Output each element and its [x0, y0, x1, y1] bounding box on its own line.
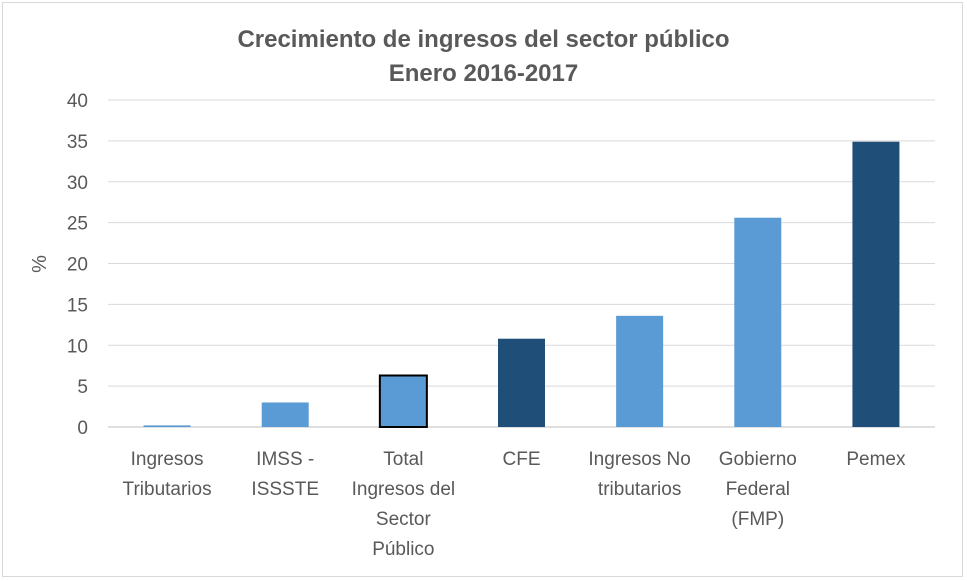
x-tick-label: Tributarios	[123, 479, 212, 500]
bar	[143, 425, 191, 427]
x-tick-label: Pemex	[846, 449, 906, 470]
y-tick-label: 25	[67, 214, 88, 235]
y-axis-label: %	[29, 255, 51, 273]
bar	[498, 338, 545, 427]
y-tick-label: 0	[77, 418, 88, 439]
x-tick-label: ISSSTE	[251, 479, 319, 500]
x-tick-label: IMSS -	[256, 449, 314, 470]
x-tick-label: Público	[372, 539, 434, 560]
chart-title: Crecimiento de ingresos del sector públi…	[237, 26, 730, 53]
x-tick-label: CFE	[503, 449, 541, 470]
y-tick-label: 35	[67, 132, 88, 153]
x-tick-label: Total	[383, 449, 423, 470]
bar	[852, 141, 900, 427]
y-tick-label: 20	[67, 255, 88, 276]
x-tick-label: Ingresos No	[588, 449, 690, 470]
x-tick-label: tributarios	[598, 479, 681, 500]
bar	[378, 374, 428, 428]
x-tick-label: Sector	[376, 509, 432, 530]
x-tick-label: Ingresos	[131, 449, 204, 470]
x-tick-label: Ingresos del	[352, 479, 456, 500]
bar	[261, 402, 309, 427]
x-tick-label: Gobierno	[719, 449, 797, 470]
y-tick-label: 10	[67, 336, 88, 357]
bar	[616, 315, 664, 427]
x-tick-label: (FMP)	[731, 509, 784, 530]
bar	[734, 217, 782, 427]
y-tick-label: 5	[77, 377, 88, 398]
y-tick-label: 15	[67, 295, 88, 316]
chart-subtitle: Enero 2016-2017	[388, 60, 579, 87]
y-tick-label: 30	[67, 173, 88, 194]
x-tick-label: Federal	[726, 479, 790, 500]
y-tick-label: 40	[67, 91, 88, 112]
